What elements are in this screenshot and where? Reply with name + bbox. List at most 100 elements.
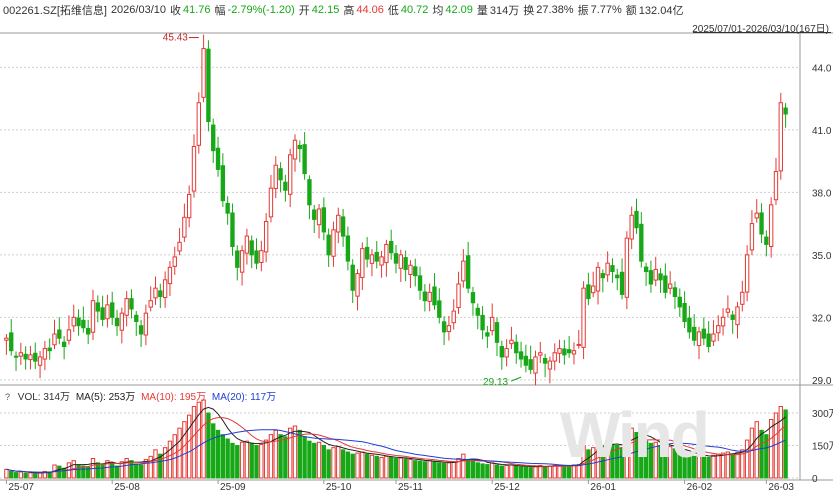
candle-body xyxy=(783,107,788,115)
candle-body xyxy=(749,223,755,251)
volume-bar xyxy=(687,453,692,479)
volume-bar xyxy=(706,456,711,479)
close-value: 41.76 xyxy=(183,4,211,16)
volume-bar xyxy=(504,464,509,479)
volume-bar xyxy=(730,453,735,479)
question-icon[interactable]: ? xyxy=(4,392,10,402)
volume-legend: ? VOL: 314万 MA(5): 253万 MA(10): 195万 MA(… xyxy=(3,388,279,403)
volume-bar xyxy=(186,414,192,479)
candle-body xyxy=(220,165,226,202)
volume-bar xyxy=(461,453,466,479)
volume-bar xyxy=(278,434,283,479)
volume-bar xyxy=(595,442,601,479)
candle-body xyxy=(355,273,360,297)
volume-bar xyxy=(783,409,788,479)
candle-body xyxy=(562,348,567,356)
candle-body xyxy=(321,207,327,233)
volume-bar xyxy=(273,429,278,479)
candle-body xyxy=(408,264,413,275)
candle-body xyxy=(475,307,480,316)
volume-bar xyxy=(364,453,370,479)
price-tick-label: 44.0 xyxy=(812,63,832,74)
volume-bar xyxy=(158,453,163,479)
volume-bar xyxy=(37,472,43,479)
volume-bar xyxy=(768,419,774,479)
candle-body xyxy=(283,181,288,191)
turnover-label: 换 xyxy=(523,5,535,17)
price-axis: 44.0 41.0 38.0 35.0 32.0 29.0 xyxy=(812,63,832,387)
candle-body xyxy=(369,254,375,264)
candle-body xyxy=(374,251,379,262)
candle-body xyxy=(557,348,562,354)
candle-body xyxy=(254,250,259,264)
change-label: 幅 xyxy=(214,5,226,17)
price-tick-label: 29.0 xyxy=(812,376,832,387)
candle-body xyxy=(42,348,48,360)
candle-body xyxy=(66,329,72,341)
candle-body xyxy=(4,337,9,341)
volume-bar xyxy=(225,438,230,479)
candle-body xyxy=(201,48,206,98)
volume-bar xyxy=(451,461,456,479)
annotation-label: 45.43 xyxy=(163,33,188,44)
candle-body xyxy=(153,287,158,299)
volume-bar xyxy=(340,449,346,479)
volume-bar xyxy=(538,464,543,479)
volume-bar xyxy=(4,468,9,479)
volume-bar xyxy=(682,452,687,479)
volume-bar xyxy=(696,454,702,479)
volume-bar xyxy=(33,473,38,479)
volume-bar xyxy=(244,440,250,479)
volume-bar xyxy=(499,465,504,479)
volume-bar xyxy=(749,427,755,479)
candle-body xyxy=(384,243,389,264)
price-tick-label: 38.0 xyxy=(812,188,832,199)
candle-body xyxy=(235,250,240,268)
volume-bar xyxy=(648,442,654,479)
ma10-legend: MA(10): 195万 xyxy=(141,392,207,403)
volume-bar xyxy=(720,452,726,479)
volume-bar xyxy=(427,460,432,479)
candle-body xyxy=(398,254,403,269)
volume-bar xyxy=(191,406,197,479)
avg-value: 42.09 xyxy=(445,4,473,16)
volume-bar xyxy=(23,472,28,479)
x-tick-label: 25-12 xyxy=(494,482,520,493)
volume-bar xyxy=(576,464,581,479)
volume-bar xyxy=(177,427,182,479)
high-label: 高 xyxy=(343,5,355,17)
candle-body xyxy=(278,168,283,181)
candle-body xyxy=(773,171,779,201)
candle-body xyxy=(576,343,581,346)
volume-bar xyxy=(148,455,153,479)
low-label: 低 xyxy=(387,5,399,17)
volume-bar xyxy=(61,467,67,479)
volume-bar xyxy=(389,456,394,479)
volume-bar xyxy=(105,460,110,479)
volume-bar xyxy=(297,429,302,479)
volume-bar xyxy=(384,455,389,479)
volume-bar xyxy=(85,466,91,479)
candle-body xyxy=(13,355,19,358)
annotation-label: 29.13 xyxy=(483,377,508,388)
candle-body xyxy=(552,352,557,362)
volume-bar xyxy=(182,421,187,479)
date-range[interactable]: 2025/07/01-2026/03/10(167日) xyxy=(692,24,829,35)
candle-body xyxy=(518,351,524,360)
volume-bar xyxy=(437,462,442,479)
stock-code[interactable]: 002261.SZ[拓维信息] xyxy=(3,5,107,17)
candle-body xyxy=(639,223,644,262)
candle-body xyxy=(764,236,769,245)
candle-body xyxy=(114,317,120,327)
volume-bar xyxy=(162,447,168,479)
volume-bar xyxy=(283,436,288,479)
candle-body xyxy=(403,257,408,270)
volume-bar xyxy=(369,454,375,479)
volume-bar xyxy=(302,436,307,479)
candle-body xyxy=(57,329,62,339)
volume-bar xyxy=(465,459,471,479)
volume-tick-label: 300万 xyxy=(812,409,833,420)
volume-bar xyxy=(422,461,428,479)
volume-bar xyxy=(239,441,245,479)
